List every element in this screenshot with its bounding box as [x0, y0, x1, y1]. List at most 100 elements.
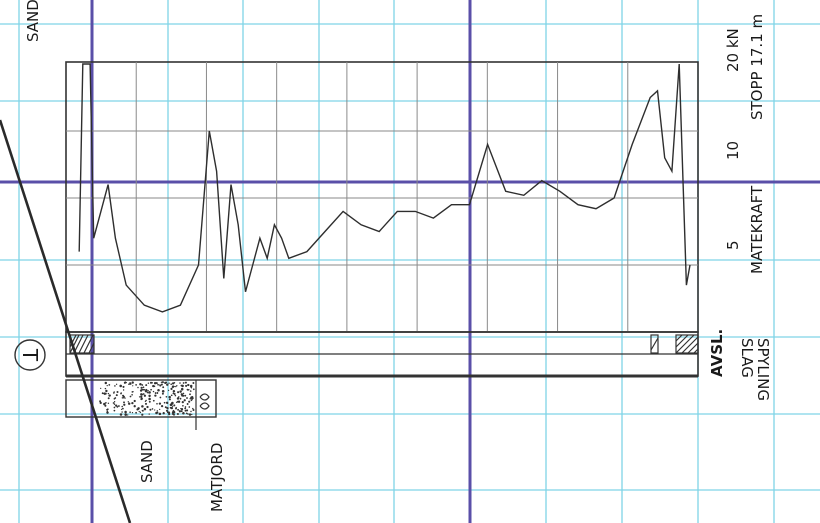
sand-dot	[166, 407, 169, 410]
force-chart	[65, 61, 699, 333]
sand-dot	[140, 395, 143, 398]
sand-dot	[168, 413, 171, 416]
sand-dot	[178, 396, 180, 398]
sand-dot	[120, 392, 122, 394]
sand-dot	[122, 385, 125, 388]
sand-dot	[163, 401, 166, 404]
sand-dot	[101, 392, 104, 395]
sand-pattern	[99, 381, 195, 416]
sand-dot	[158, 412, 162, 416]
sand-dot	[187, 383, 190, 387]
symbol-circle	[14, 339, 46, 371]
terrain-line	[0, 119, 132, 523]
sand-dot	[114, 385, 116, 387]
sand-dot	[124, 413, 127, 416]
sand-dot	[170, 394, 173, 397]
sand-dot	[129, 382, 132, 384]
sand-dot	[123, 403, 126, 406]
sand-dot	[117, 405, 120, 407]
sand-dot	[183, 399, 186, 402]
sand-dot	[185, 412, 188, 415]
sand-label-top: SAND	[24, 0, 42, 42]
sand-dot	[180, 393, 183, 396]
sand-dot	[115, 383, 118, 385]
sand-dot	[141, 384, 144, 386]
sand-dot	[116, 406, 119, 408]
sand-dot	[119, 384, 122, 388]
sand-dot	[107, 392, 110, 395]
sand-dot	[121, 411, 123, 413]
sand-dot	[142, 393, 145, 395]
sand-dot	[191, 413, 193, 416]
sand-dot	[173, 404, 176, 407]
sand-dot	[179, 390, 182, 393]
sand-dot	[162, 412, 165, 415]
sand-dot	[133, 399, 136, 403]
sand-dot	[137, 407, 140, 410]
sand-dot	[104, 381, 108, 385]
sand-dot	[122, 389, 125, 391]
sand-dot	[113, 406, 116, 409]
sand-dot	[106, 410, 108, 412]
matjord-label: MATJORD	[208, 443, 226, 512]
sand-dot	[139, 389, 143, 392]
sand-dot	[166, 411, 169, 414]
tick-label-10: 10	[724, 141, 742, 160]
sand-dot	[142, 388, 145, 391]
sand-dot	[153, 382, 157, 385]
sand-dot	[161, 390, 165, 393]
avsl-label: AVSL.	[708, 329, 726, 377]
sand-dot	[167, 389, 170, 392]
sand-sample-label: SAND	[138, 440, 156, 483]
sand-dot	[190, 386, 192, 388]
sand-dot	[156, 392, 159, 394]
sand-dot	[146, 391, 149, 393]
tick-label-5: 5	[724, 240, 742, 250]
sand-dot	[151, 408, 154, 410]
sample-box	[65, 379, 217, 418]
sand-dot	[159, 384, 162, 387]
sand-dot	[176, 397, 180, 400]
soil-sample-column	[65, 379, 217, 430]
sand-dot	[160, 381, 163, 384]
sand-dot	[156, 402, 158, 405]
sand-dot	[189, 390, 192, 392]
sand-dot	[171, 385, 175, 389]
sand-dot	[189, 384, 193, 388]
sand-dot	[168, 395, 171, 399]
sand-dot	[152, 399, 155, 402]
sand-dot	[121, 397, 124, 399]
sand-dot	[180, 410, 183, 413]
sand-dot	[144, 402, 148, 405]
sand-dot	[175, 401, 178, 403]
sand-dot	[182, 412, 185, 415]
sand-dot	[113, 409, 116, 412]
sand-dot	[152, 390, 155, 393]
hatch-mark-right	[675, 334, 699, 354]
sand-dot	[168, 382, 170, 384]
sand-dot	[171, 411, 175, 414]
chart-frame	[65, 61, 699, 333]
slag-label: SLAG	[738, 338, 756, 378]
sand-dot	[108, 384, 111, 386]
sand-dot	[105, 389, 108, 393]
sand-dot	[154, 394, 157, 397]
sand-dot	[148, 391, 151, 394]
sand-dot	[107, 397, 110, 400]
sand-dot	[179, 397, 182, 400]
sand-dot	[190, 410, 192, 413]
sand-dot	[106, 384, 108, 387]
sand-dot	[185, 384, 188, 387]
sand-dot	[155, 382, 158, 385]
sand-dot	[171, 405, 174, 407]
sand-dot	[112, 402, 115, 404]
sand-dot	[176, 385, 178, 387]
sand-dot	[190, 396, 193, 400]
sand-dot	[186, 409, 189, 412]
sand-dot	[164, 406, 167, 409]
hatch-mark-mid	[650, 334, 659, 354]
sand-dot	[148, 413, 150, 415]
sand-dot	[157, 388, 160, 392]
